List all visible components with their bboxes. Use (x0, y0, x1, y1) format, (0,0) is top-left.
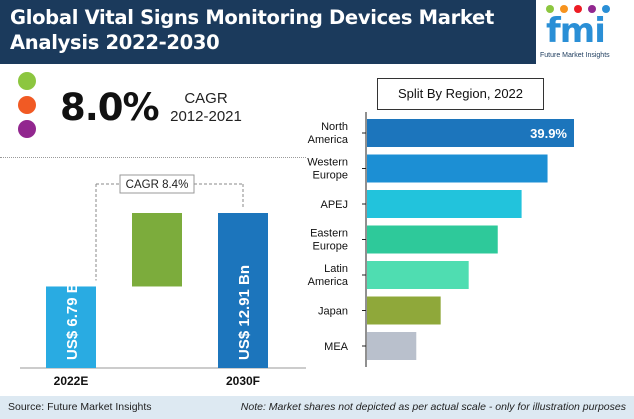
region-label-1-line-1: Europe (313, 170, 348, 182)
title-line-2: Analysis 2022-2030 (10, 31, 220, 54)
region-label-4: Latin America (308, 263, 349, 288)
logo-dot-green-icon (546, 5, 554, 13)
region-bar-1 (367, 154, 548, 183)
logo-dot-blue-icon (602, 5, 610, 13)
logo-wordmark: fmi (546, 11, 606, 51)
region-label-3: Eastern Europe (310, 228, 348, 253)
region-label-1: Western Europe (307, 157, 348, 182)
region-label-5: Japan (318, 306, 348, 318)
region-label-0-line-1: America (308, 134, 349, 146)
category-label-2022e: 2022E (54, 374, 89, 388)
region-label-6: MEA (324, 341, 349, 353)
cagr-value: 8.0% (60, 86, 160, 129)
region-label-4-line-1: America (308, 276, 349, 288)
region-label-3-line-1: Europe (313, 241, 348, 253)
region-chart-title: Split By Region, 2022 (377, 78, 544, 110)
bar-2030f (218, 213, 268, 368)
cagr-annotation-box (119, 174, 195, 194)
logo: fmi Future Market Insights (536, 0, 634, 64)
value-label-2030f: US$ 12.91 Bn (236, 265, 253, 360)
logo-tagline: Future Market Insights (540, 52, 610, 59)
region-label-2: APEJ (320, 199, 348, 211)
logo-dot-purple-icon (588, 5, 596, 13)
header-banner: Global Vital Signs Monitoring Devices Ma… (0, 0, 634, 64)
region-data-label-0: 39.9% (530, 126, 567, 141)
region-label-1-line-0: Western (307, 157, 348, 169)
footer-note: Note: Market shares not depicted as per … (240, 401, 626, 413)
cagr-dot-green-icon (18, 72, 36, 90)
region-bar-3 (367, 225, 498, 254)
cagr-label-line-2: 2012-2021 (170, 108, 242, 125)
cagr-label: CAGR 2012-2021 (164, 90, 248, 126)
charts-canvas: US$ 6.79 Bn US$ 12.91 Bn 2022E 2030F CAGR 8.… (20, 112, 574, 388)
footer-source: Source: Future Market Insights (8, 401, 152, 413)
cagr-label-line-1: CAGR (184, 90, 228, 107)
logo-dot-red-icon (574, 5, 582, 13)
value-label-2022e: US$ 6.79 Bn (64, 273, 81, 360)
cagr-dot-orange-icon (18, 96, 36, 114)
bar-growth-increment (132, 213, 182, 287)
region-bar-6 (367, 332, 417, 360)
bar-2022e (46, 286, 96, 368)
page-title: Global Vital Signs Monitoring Devices Ma… (10, 5, 510, 55)
section-divider (0, 157, 306, 158)
footer: Source: Future Market Insights Note: Mar… (0, 396, 634, 419)
region-label-0-line-0: North (321, 121, 348, 133)
region-label-0: North America (308, 121, 349, 146)
cagr-dot-purple-icon (18, 120, 36, 138)
region-bar-5 (367, 296, 441, 325)
title-line-1: Global Vital Signs Monitoring Devices Ma… (10, 6, 495, 29)
cagr-annotation: CAGR 8.4% (126, 179, 189, 191)
region-bar-4 (367, 261, 469, 289)
region-label-4-line-0: Latin (324, 263, 348, 275)
logo-dot-orange-icon (560, 5, 568, 13)
region-bar-0 (367, 119, 574, 147)
category-label-2030f: 2030F (226, 374, 260, 388)
region-bar-2 (367, 190, 522, 218)
region-label-3-line-0: Eastern (310, 228, 348, 240)
